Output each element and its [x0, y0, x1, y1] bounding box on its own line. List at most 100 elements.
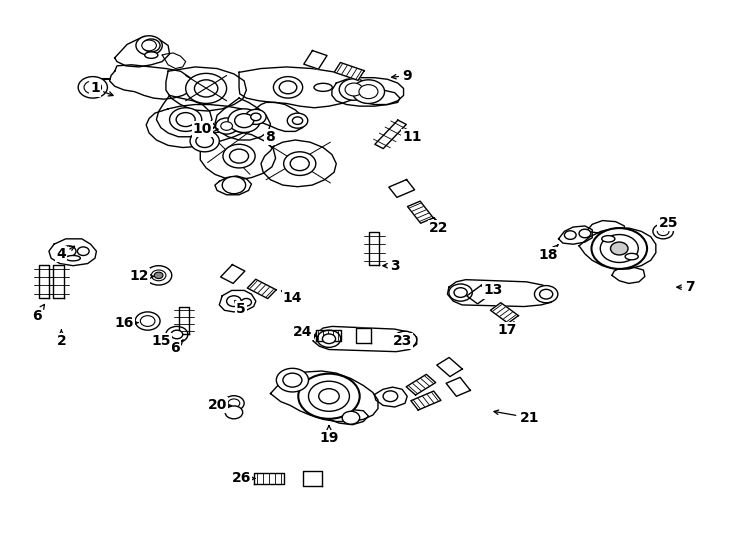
Circle shape — [225, 406, 243, 419]
Polygon shape — [356, 328, 371, 343]
Circle shape — [230, 149, 249, 163]
Polygon shape — [261, 140, 336, 187]
Polygon shape — [389, 180, 415, 197]
Circle shape — [241, 299, 252, 306]
Circle shape — [176, 113, 195, 126]
Polygon shape — [162, 53, 186, 69]
Circle shape — [227, 296, 241, 307]
Circle shape — [154, 272, 163, 279]
Ellipse shape — [625, 253, 639, 260]
Text: 17: 17 — [498, 322, 517, 337]
Text: 25: 25 — [658, 215, 678, 231]
Circle shape — [221, 122, 233, 130]
Text: 9: 9 — [392, 69, 412, 83]
Circle shape — [77, 247, 89, 255]
Circle shape — [600, 234, 639, 262]
Circle shape — [592, 228, 647, 269]
Text: 16: 16 — [115, 316, 138, 329]
Text: 10: 10 — [193, 122, 218, 136]
Text: 11: 11 — [402, 130, 422, 144]
Circle shape — [449, 284, 472, 301]
Text: 4: 4 — [57, 246, 75, 261]
Polygon shape — [448, 280, 556, 307]
Circle shape — [171, 330, 183, 339]
Circle shape — [352, 80, 385, 104]
Ellipse shape — [314, 83, 333, 91]
Polygon shape — [39, 265, 49, 298]
Polygon shape — [369, 232, 379, 265]
Polygon shape — [244, 103, 305, 131]
Text: 7: 7 — [677, 280, 695, 294]
Text: 2: 2 — [57, 330, 66, 348]
Text: 19: 19 — [319, 426, 338, 444]
Circle shape — [224, 396, 244, 411]
Circle shape — [283, 373, 302, 387]
Polygon shape — [303, 471, 322, 486]
Circle shape — [287, 113, 308, 128]
Circle shape — [319, 389, 339, 404]
Text: 21: 21 — [494, 410, 539, 425]
Circle shape — [322, 334, 335, 343]
Circle shape — [151, 270, 166, 281]
Polygon shape — [146, 105, 256, 147]
Polygon shape — [332, 78, 404, 106]
Text: 5: 5 — [235, 301, 246, 316]
Text: 6: 6 — [32, 305, 45, 323]
Circle shape — [84, 81, 101, 94]
Circle shape — [342, 411, 360, 424]
Circle shape — [292, 117, 302, 124]
Circle shape — [534, 286, 558, 303]
Text: 20: 20 — [208, 399, 231, 413]
Circle shape — [186, 73, 227, 104]
Circle shape — [216, 118, 238, 134]
Polygon shape — [437, 357, 462, 376]
Polygon shape — [334, 63, 364, 80]
Text: 13: 13 — [482, 284, 503, 298]
Polygon shape — [239, 67, 361, 108]
Circle shape — [62, 246, 76, 256]
Text: 18: 18 — [539, 245, 558, 262]
Polygon shape — [54, 265, 64, 298]
Circle shape — [228, 399, 240, 408]
Ellipse shape — [602, 235, 615, 242]
Circle shape — [290, 157, 309, 171]
Polygon shape — [200, 131, 275, 180]
Text: 23: 23 — [393, 334, 412, 348]
Circle shape — [279, 81, 297, 94]
Circle shape — [317, 330, 341, 347]
Circle shape — [145, 266, 172, 285]
Ellipse shape — [195, 122, 215, 130]
Circle shape — [539, 289, 553, 299]
Circle shape — [228, 109, 261, 132]
Circle shape — [564, 231, 576, 239]
Polygon shape — [579, 228, 656, 269]
Circle shape — [273, 77, 302, 98]
Polygon shape — [374, 387, 407, 407]
Polygon shape — [115, 36, 170, 67]
Polygon shape — [406, 374, 436, 395]
Text: 8: 8 — [266, 130, 275, 144]
Polygon shape — [313, 326, 417, 352]
Polygon shape — [270, 371, 378, 422]
Circle shape — [190, 130, 219, 152]
Polygon shape — [247, 279, 276, 299]
Circle shape — [166, 326, 188, 342]
Circle shape — [579, 229, 591, 238]
Circle shape — [78, 77, 107, 98]
Polygon shape — [316, 330, 341, 341]
Polygon shape — [156, 96, 212, 137]
Polygon shape — [586, 220, 625, 233]
Polygon shape — [254, 473, 285, 484]
Polygon shape — [166, 67, 247, 111]
Polygon shape — [559, 226, 592, 244]
Circle shape — [399, 335, 412, 345]
Circle shape — [142, 40, 156, 51]
Circle shape — [223, 144, 255, 168]
Circle shape — [454, 288, 467, 298]
Polygon shape — [109, 65, 193, 99]
Text: 3: 3 — [383, 259, 399, 273]
Circle shape — [657, 227, 669, 235]
Circle shape — [251, 113, 261, 120]
Polygon shape — [490, 303, 518, 323]
Polygon shape — [304, 51, 327, 69]
